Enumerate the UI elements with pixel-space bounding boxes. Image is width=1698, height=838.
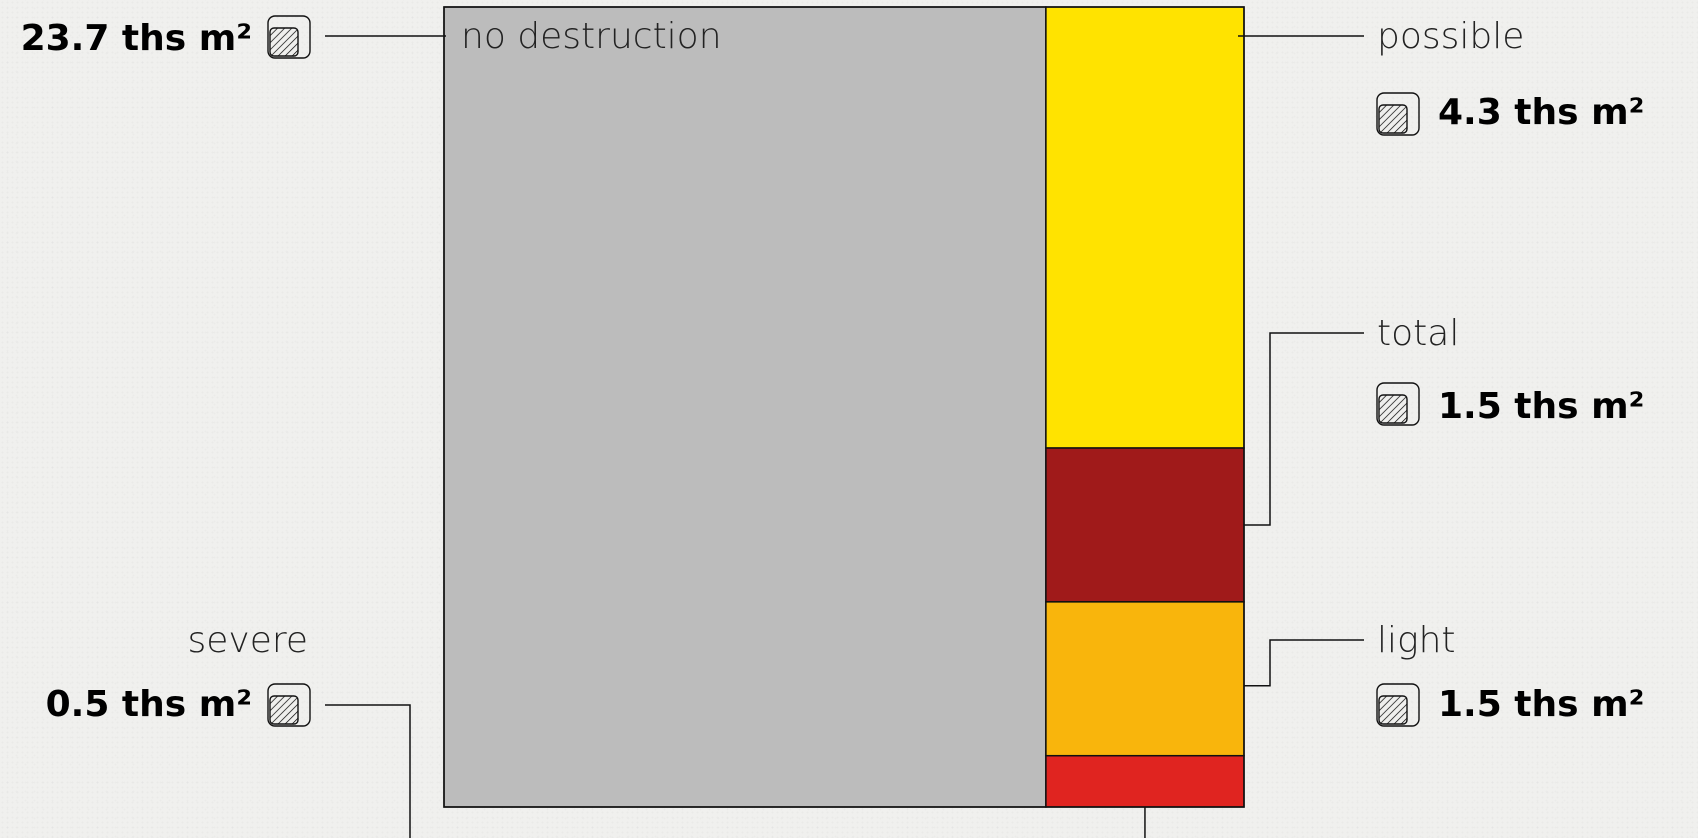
leader-severe-left xyxy=(325,704,411,838)
leader-light xyxy=(1244,639,1364,687)
block-no-destruction xyxy=(443,6,1047,808)
leader-total xyxy=(1244,332,1364,526)
label-severe: severe xyxy=(187,620,308,661)
treemap-blocks xyxy=(443,6,1245,808)
label-no-destruction: no destruction xyxy=(461,16,722,57)
label-possible: possible xyxy=(1377,16,1524,57)
block-total xyxy=(1045,447,1245,603)
value-severe: 0.5 ths m² xyxy=(46,684,252,725)
area-hatched-icon xyxy=(267,15,311,59)
value-possible: 4.3 ths m² xyxy=(1438,92,1644,133)
block-light xyxy=(1045,601,1245,757)
treemap-labels: no destruction 23.7 ths m² possible 4.3 ths… xyxy=(21,15,1644,727)
area-hatched-icon xyxy=(1376,382,1420,426)
label-light: light xyxy=(1377,620,1456,661)
value-light: 1.5 ths m² xyxy=(1438,684,1644,725)
value-no-destruction: 23.7 ths m² xyxy=(21,18,252,59)
area-hatched-icon xyxy=(1376,92,1420,136)
block-possible xyxy=(1045,6,1245,449)
block-severe xyxy=(1045,754,1245,808)
area-hatched-icon xyxy=(1376,683,1420,727)
label-total: total xyxy=(1377,313,1459,354)
chart-frame xyxy=(443,6,1245,808)
value-total: 1.5 ths m² xyxy=(1438,386,1644,427)
area-hatched-icon xyxy=(267,683,311,727)
leader-lines xyxy=(325,35,1364,838)
